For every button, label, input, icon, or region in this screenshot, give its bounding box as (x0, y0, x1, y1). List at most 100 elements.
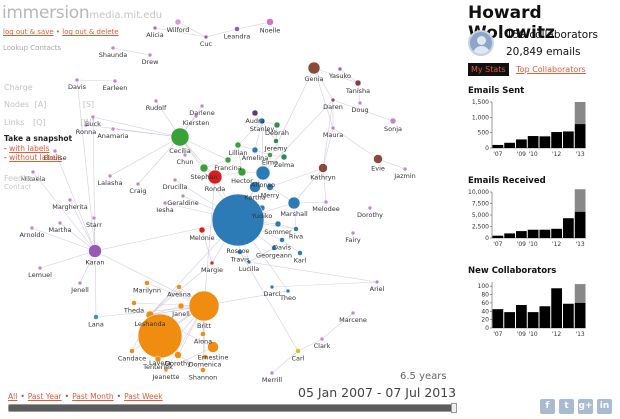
graph-node[interactable] (177, 302, 185, 310)
graph-node[interactable] (199, 103, 205, 109)
graph-node[interactable] (200, 367, 206, 373)
nodes-max-key[interactable]: [S] (82, 100, 95, 109)
graph-node[interactable] (269, 370, 275, 376)
graph-node[interactable] (203, 34, 209, 40)
graph-node[interactable] (271, 245, 277, 251)
linkedin-icon[interactable]: in (597, 399, 612, 414)
graph-node[interactable] (162, 200, 168, 206)
facebook-icon[interactable]: f (540, 399, 555, 414)
graph-node[interactable] (293, 226, 299, 232)
graph-node[interactable] (234, 141, 242, 149)
graph-node[interactable] (266, 18, 274, 26)
range-past-week-link[interactable]: Past Week (124, 392, 163, 401)
graph-node[interactable] (90, 114, 96, 120)
graph-node[interactable] (258, 117, 266, 125)
logout-delete-link[interactable]: log out & delete (62, 28, 119, 36)
graph-node[interactable] (319, 336, 325, 342)
graph-node[interactable] (211, 193, 265, 247)
graph-node[interactable] (209, 260, 215, 266)
links-control[interactable]: Links [Q] [W] (4, 118, 94, 127)
graph-node[interactable] (237, 167, 247, 177)
graph-node[interactable] (323, 199, 329, 205)
lookup-contacts-input[interactable]: Lookup Contacts (3, 44, 62, 52)
graph-node[interactable] (269, 284, 275, 290)
graph-node[interactable] (129, 348, 135, 354)
graph-node[interactable] (307, 61, 321, 75)
graph-node[interactable] (135, 181, 141, 187)
graph-node[interactable] (83, 122, 89, 128)
graph-node[interactable] (234, 26, 240, 32)
graph-node[interactable] (188, 290, 220, 322)
graph-node[interactable] (330, 125, 336, 131)
graph-node[interactable] (279, 237, 285, 243)
graph-node[interactable] (350, 230, 356, 236)
graph-node[interactable] (180, 193, 186, 199)
graph-node[interactable] (37, 265, 43, 271)
graph-node[interactable] (174, 351, 182, 359)
time-range-slider-handle[interactable] (451, 403, 457, 413)
graph-node[interactable] (172, 177, 178, 183)
graph-node[interactable] (110, 45, 116, 51)
graph-node[interactable] (147, 52, 153, 58)
range-all-link[interactable]: All (8, 392, 18, 401)
graph-node[interactable] (153, 98, 159, 104)
charge-control[interactable]: Charge (4, 83, 33, 92)
links-max-key[interactable]: [W] (80, 118, 95, 127)
graph-node[interactable] (91, 215, 97, 221)
graph-node[interactable] (287, 196, 301, 210)
graph-node[interactable] (285, 288, 291, 294)
graph-node[interactable] (112, 78, 118, 84)
graph-node[interactable] (374, 279, 380, 285)
graph-node[interactable] (52, 148, 58, 154)
graph-node[interactable] (267, 152, 273, 158)
graph-node[interactable] (200, 331, 206, 337)
graph-node[interactable] (193, 113, 199, 119)
range-past-month-link[interactable]: Past Month (72, 392, 114, 401)
graph-node[interactable] (280, 153, 288, 161)
graph-node[interactable] (350, 310, 356, 316)
graph-node[interactable] (402, 166, 408, 172)
graph-node[interactable] (266, 183, 274, 191)
nodes-control[interactable]: Nodes [A] [S] (4, 100, 94, 109)
graph-node[interactable] (67, 197, 73, 203)
time-range-slider[interactable] (8, 403, 457, 413)
twitter-icon[interactable]: t (559, 399, 574, 414)
graph-node[interactable] (273, 121, 281, 129)
graph-node[interactable] (318, 163, 328, 173)
graph-node[interactable] (274, 220, 282, 228)
graph-node[interactable] (249, 181, 261, 193)
graph-node[interactable] (337, 66, 343, 72)
graph-node[interactable] (373, 154, 383, 164)
graph-node[interactable] (163, 367, 169, 373)
graph-node[interactable] (357, 100, 363, 106)
graph-node[interactable] (367, 205, 373, 211)
graph-node[interactable] (131, 300, 137, 306)
graph-node[interactable] (255, 165, 271, 181)
snapshot-without-labels-link[interactable]: without labels (9, 153, 62, 162)
range-past-year-link[interactable]: Past Year (27, 392, 62, 401)
graph-node[interactable] (57, 220, 63, 226)
graph-node[interactable] (176, 284, 182, 290)
graph-node[interactable] (152, 25, 158, 31)
graph-node[interactable] (295, 348, 301, 354)
graph-node[interactable] (170, 127, 190, 147)
graph-node[interactable] (174, 18, 182, 26)
snapshot-with-labels-link[interactable]: with labels (9, 143, 50, 153)
tab-top-collaborators[interactable]: Top Collaborators (516, 65, 586, 74)
graph-node[interactable] (144, 280, 150, 286)
graph-node[interactable] (273, 138, 279, 144)
links-min-key[interactable]: [Q] (33, 118, 46, 127)
graph-node[interactable] (29, 225, 35, 231)
graph-node[interactable] (199, 163, 209, 173)
graph-node[interactable] (74, 77, 80, 83)
graph-node[interactable] (224, 156, 232, 164)
graph-node[interactable] (207, 341, 219, 353)
graph-node[interactable] (389, 117, 397, 125)
graph-node[interactable] (30, 169, 36, 175)
graph-node[interactable] (182, 152, 188, 158)
graph-node[interactable] (297, 250, 303, 256)
graph-node[interactable] (107, 173, 113, 179)
feedback-link[interactable]: Feedback Contact (4, 174, 42, 191)
graph-node[interactable] (207, 169, 223, 185)
graph-node[interactable] (198, 226, 206, 234)
